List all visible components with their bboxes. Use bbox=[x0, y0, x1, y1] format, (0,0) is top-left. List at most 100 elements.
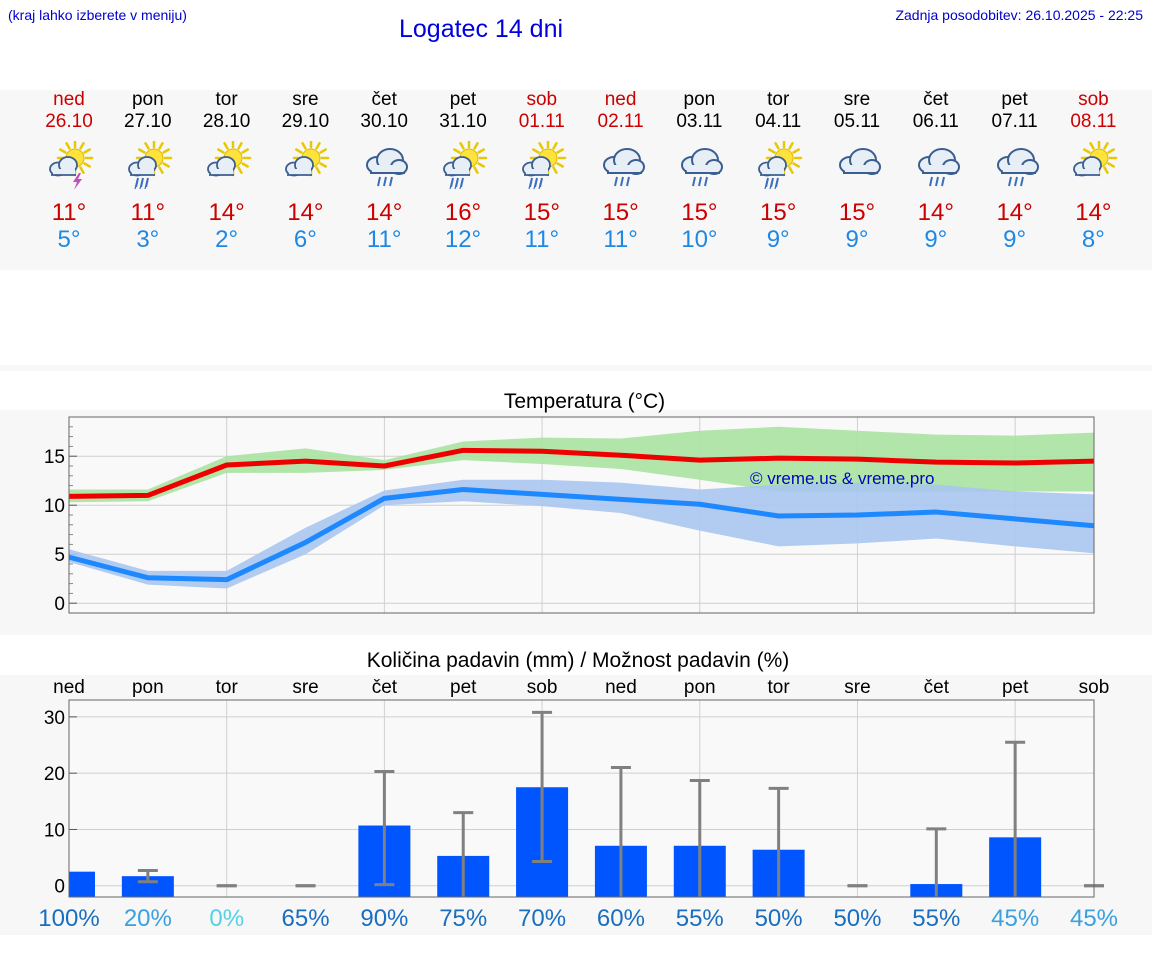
day-date: 07.11 bbox=[991, 111, 1038, 132]
max-temp: 15° bbox=[760, 199, 797, 226]
cloud-rain-icon bbox=[912, 141, 962, 191]
day-date: 04.11 bbox=[755, 111, 802, 132]
sun-cloud-icon bbox=[203, 139, 253, 191]
max-temp: 14° bbox=[208, 199, 245, 226]
precip-probability-label: 100% bbox=[38, 905, 99, 932]
y-tick-label: 30 bbox=[44, 708, 65, 729]
sun-cloud-rain-icon bbox=[518, 139, 568, 191]
day-date: 03.11 bbox=[676, 111, 723, 132]
x-category-label: pet bbox=[1002, 677, 1029, 698]
precip-bar bbox=[121, 876, 174, 897]
cloud-rain-icon bbox=[675, 141, 725, 191]
spacer-band bbox=[0, 365, 1152, 371]
sun-cloud-rain-icon bbox=[439, 139, 489, 191]
x-category-label: ned bbox=[605, 677, 637, 698]
min-temp: 9° bbox=[766, 226, 790, 253]
sun-cloud-thunder-icon bbox=[45, 139, 95, 191]
max-temp: 14° bbox=[287, 199, 324, 226]
forecast-day: sob 08.11 14° 8° bbox=[1053, 89, 1133, 264]
max-temp: 14° bbox=[1075, 199, 1112, 226]
min-temp: 12° bbox=[444, 226, 482, 253]
precip-probability-label: 55% bbox=[912, 905, 960, 932]
min-temp: 6° bbox=[293, 226, 317, 253]
x-category-label: pet bbox=[450, 677, 477, 698]
min-temp: 2° bbox=[215, 226, 239, 253]
precip-probability-label: 45% bbox=[1070, 905, 1118, 932]
y-tick-label: 0 bbox=[54, 594, 65, 615]
max-temp: 15° bbox=[681, 199, 718, 226]
forecast-day: pet 31.10 16° 12° bbox=[423, 89, 503, 264]
precipitation-chart: Količina padavin (mm) / Možnost padavin … bbox=[38, 649, 1118, 932]
cloud-rain-icon bbox=[991, 141, 1041, 191]
precip-probability-label: 0% bbox=[209, 905, 244, 932]
plot-frame bbox=[68, 416, 1095, 614]
chart-title: Temperatura (°C) bbox=[504, 390, 665, 413]
x-category-label: sob bbox=[1079, 677, 1110, 698]
precip-bar bbox=[69, 871, 95, 897]
day-date: 01.11 bbox=[518, 111, 565, 132]
forecast-day: tor 28.10 14° 2° bbox=[187, 89, 267, 264]
max-temp: 14° bbox=[996, 199, 1033, 226]
plot-area bbox=[69, 700, 1094, 897]
x-category-label: tor bbox=[216, 677, 239, 698]
precip-probability-label: 20% bbox=[124, 905, 172, 932]
page-title: Logatec 14 dni bbox=[399, 15, 564, 43]
series-line bbox=[68, 447, 1095, 499]
y-tick-label: 10 bbox=[44, 820, 65, 841]
x-category-label: sob bbox=[527, 677, 558, 698]
day-date: 02.11 bbox=[597, 111, 644, 132]
precip-probability-label: 75% bbox=[439, 905, 487, 932]
day-date: 08.11 bbox=[1070, 111, 1117, 132]
forecast-day: ned 26.10 11° 5° bbox=[29, 89, 109, 264]
day-name: pon bbox=[683, 89, 716, 110]
day-name: pet bbox=[1001, 89, 1028, 110]
max-temp: 14° bbox=[366, 199, 403, 226]
y-tick-label: 5 bbox=[54, 545, 65, 566]
location-note[interactable]: (kraj lahko izberete v meniju) bbox=[8, 7, 187, 23]
day-name: sre bbox=[843, 89, 871, 110]
day-date: 26.10 bbox=[45, 111, 93, 132]
x-category-label: čet bbox=[372, 677, 398, 698]
cloud-rain-icon bbox=[597, 141, 647, 191]
x-category-label: pon bbox=[684, 677, 716, 698]
max-temp: 11° bbox=[51, 199, 87, 226]
day-name: sob bbox=[1078, 89, 1109, 110]
min-temp: 11° bbox=[603, 226, 638, 253]
x-category-label: tor bbox=[768, 677, 791, 698]
x-category-label: ned bbox=[53, 677, 85, 698]
min-temp: 9° bbox=[845, 226, 869, 253]
series-range-band bbox=[69, 479, 1094, 589]
precip-probability-label: 50% bbox=[755, 905, 803, 932]
min-temp: 11° bbox=[524, 226, 560, 253]
day-date: 28.10 bbox=[202, 111, 251, 132]
y-tick-label: 10 bbox=[44, 496, 65, 517]
temperature-chart: Temperatura (°C) 0 5 10 15 © vreme.us & vreme… bbox=[44, 390, 1095, 615]
precip-probability-label: 50% bbox=[833, 905, 881, 932]
day-date: 31.10 bbox=[439, 111, 487, 132]
day-name: sre bbox=[292, 89, 319, 110]
precip-probability-label: 55% bbox=[676, 905, 724, 932]
max-temp: 15° bbox=[523, 199, 560, 226]
day-date: 29.10 bbox=[281, 111, 330, 132]
watermark: © vreme.us & vreme.pro bbox=[750, 469, 934, 488]
cloud-icon bbox=[833, 141, 883, 191]
chart-title: Količina padavin (mm) / Možnost padavin … bbox=[367, 649, 790, 672]
day-date: 27.10 bbox=[124, 111, 172, 132]
min-temp: 5° bbox=[57, 226, 81, 253]
day-name: pet bbox=[449, 89, 477, 110]
precip-probability-label: 70% bbox=[518, 905, 566, 932]
sun-cloud-icon bbox=[281, 139, 331, 191]
x-category-label: sre bbox=[292, 677, 318, 698]
forecast-day: pon 27.10 11° 3° bbox=[108, 89, 188, 264]
forecast-day: pon 03.11 15° 10° bbox=[659, 89, 739, 264]
max-temp: 16° bbox=[444, 199, 482, 226]
forecast-day: ned 02.11 15° 11° bbox=[581, 89, 661, 264]
forecast-day: tor 04.11 15° 9° bbox=[738, 89, 818, 264]
sun-cloud-rain-icon bbox=[754, 139, 804, 191]
min-temp: 9° bbox=[1003, 226, 1027, 253]
sun-cloud-rain-icon bbox=[124, 139, 174, 191]
y-tick-label: 0 bbox=[54, 877, 65, 898]
precip-probability-label: 45% bbox=[991, 905, 1039, 932]
day-name: ned bbox=[53, 89, 85, 110]
day-name: ned bbox=[604, 89, 637, 110]
